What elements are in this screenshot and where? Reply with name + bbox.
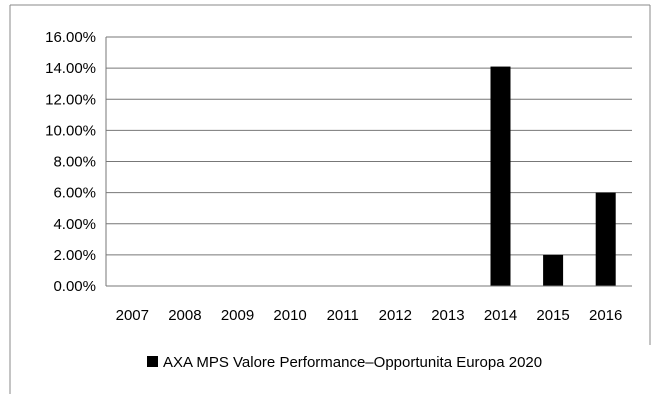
- x-tick-label: 2009: [221, 307, 254, 324]
- legend-swatch: [147, 356, 158, 367]
- x-tick-label: 2012: [379, 307, 412, 324]
- x-tick-label: 2007: [116, 307, 149, 324]
- y-tick-label: 12.00%: [45, 91, 96, 108]
- y-tick-label: 14.00%: [45, 60, 96, 77]
- y-tick-label: 0.00%: [53, 278, 96, 295]
- x-tick-label: 2015: [536, 307, 569, 324]
- y-axis-tick-labels: 0.00% 2.00% 4.00% 6.00% 8.00% 10.00% 12.00% 14.…: [45, 29, 96, 295]
- x-tick-label: 2013: [431, 307, 464, 324]
- x-axis-tick-labels: 2007 2008 2009 2010 2011 2012 2013 2014 2015 2016: [116, 307, 623, 324]
- x-tick-label: 2016: [589, 307, 622, 324]
- y-tick-label: 10.00%: [45, 122, 96, 139]
- gridlines: [106, 36, 632, 256]
- y-tick-label: 8.00%: [53, 154, 96, 171]
- x-tick-label: 2011: [327, 307, 359, 324]
- y-tick-label: 2.00%: [53, 247, 96, 264]
- x-tick-label: 2014: [484, 307, 517, 324]
- legend: AXA MPS Valore Performance–Opportunita E…: [147, 354, 542, 371]
- bar-2014: [490, 66, 511, 286]
- x-tick-label: 2008: [168, 307, 201, 324]
- bars: [490, 66, 616, 286]
- bar-2015: [543, 254, 564, 286]
- bar-2016: [595, 192, 616, 286]
- y-tick-label: 6.00%: [53, 185, 96, 202]
- y-tick-label: 16.00%: [45, 29, 96, 46]
- y-tick-label: 4.00%: [53, 216, 96, 233]
- legend-label: AXA MPS Valore Performance–Opportunita E…: [163, 354, 542, 371]
- x-tick-label: 2010: [273, 307, 306, 324]
